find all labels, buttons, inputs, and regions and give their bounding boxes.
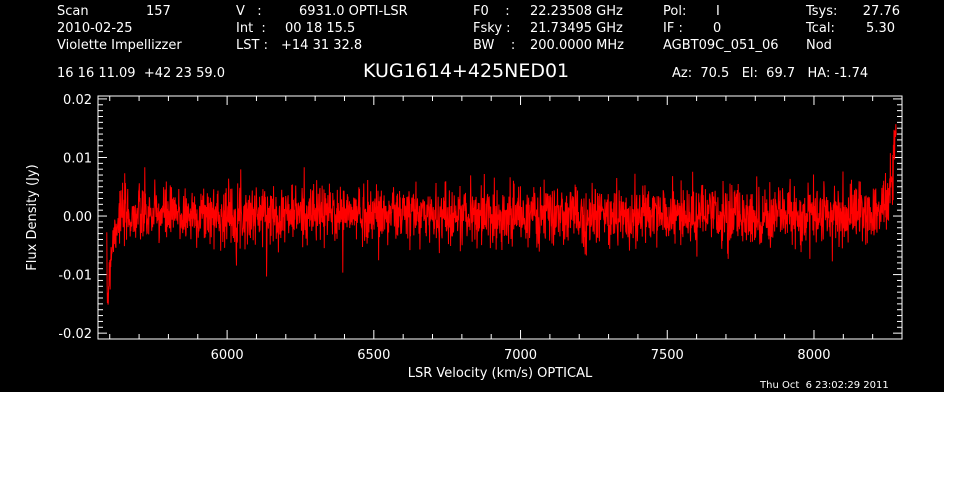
velocity-label: V : xyxy=(236,4,262,19)
x-tick-label: 7500 xyxy=(651,348,684,363)
tsys-label: Tsys: xyxy=(806,4,838,19)
tcal-label: Tcal: xyxy=(806,21,835,36)
x-axis-label: LSR Velocity (km/s) OPTICAL xyxy=(408,366,593,381)
y-tick-label: -0.02 xyxy=(58,327,92,342)
f0-value: 22.23508 GHz xyxy=(530,4,623,19)
polarization-label: Pol: xyxy=(663,4,687,19)
if-value: 0 xyxy=(713,21,722,36)
integration-value: 00 18 15.5 xyxy=(285,21,356,36)
scan-label: Scan xyxy=(57,4,89,19)
lst-label: LST : xyxy=(236,38,268,53)
x-tick-label: 7000 xyxy=(504,348,537,363)
tsys-value: 27.76 xyxy=(862,4,900,19)
velocity-value: 6931.0 OPTI-LSR xyxy=(299,4,408,19)
observation-date: 2010-02-25 xyxy=(57,21,133,36)
scan-value: 157 xyxy=(146,4,171,19)
lst-value: +14 31 32.8 xyxy=(281,38,363,53)
x-tick-label: 6000 xyxy=(211,348,244,363)
fsky-label: Fsky : xyxy=(473,21,511,36)
x-tick-label: 6500 xyxy=(357,348,390,363)
pointing-info: Az: 70.5 El: 69.7 HA: -1.74 xyxy=(672,66,869,81)
f0-label: F0 : xyxy=(473,4,510,19)
y-tick-label: -0.01 xyxy=(58,269,92,284)
spectrum-series-line xyxy=(106,124,897,305)
plot-timestamp: Thu Oct 6 23:02:29 2011 xyxy=(760,380,889,391)
x-tick-label: 8000 xyxy=(797,348,830,363)
spectrum-chart: 6000 6500 7000 7500 8000 0.02 0.01 0.00 -0.01 -0.… xyxy=(25,93,903,381)
source-coordinates: 16 16 11.09 +42 23 59.0 xyxy=(57,66,226,81)
integration-label: Int : xyxy=(236,21,266,36)
if-label: IF : xyxy=(663,21,683,36)
source-name: KUG1614+425NED01 xyxy=(363,60,570,82)
bandwidth-value: 200.0000 MHz xyxy=(530,38,624,53)
tcal-value: 5.30 xyxy=(866,21,895,36)
observing-mode: Nod xyxy=(806,38,832,53)
spectrum-plot-panel: Scan 157 2010-02-25 Violette Impellizzer… xyxy=(0,0,944,392)
fsky-value: 21.73495 GHz xyxy=(530,21,623,36)
plot-frame xyxy=(97,95,903,340)
y-axis-label: Flux Density (Jy) xyxy=(25,164,40,270)
project-id: AGBT09C_051_06 xyxy=(663,38,779,53)
y-tick-label: 0.00 xyxy=(63,210,92,225)
observer-name: Violette Impellizzer xyxy=(57,38,182,53)
polarization-value: I xyxy=(716,4,720,19)
bandwidth-label: BW : xyxy=(473,38,516,53)
y-tick-label: 0.01 xyxy=(63,151,92,166)
y-tick-label: 0.02 xyxy=(63,93,92,108)
